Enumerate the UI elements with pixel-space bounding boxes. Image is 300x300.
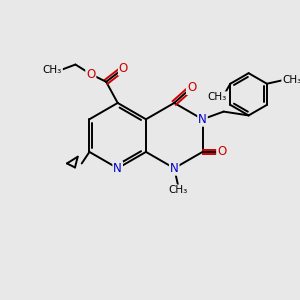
Text: O: O xyxy=(187,81,196,94)
Text: O: O xyxy=(119,62,128,75)
Text: N: N xyxy=(113,162,122,175)
Text: N: N xyxy=(170,162,178,175)
Text: O: O xyxy=(86,68,95,81)
Text: N: N xyxy=(198,113,207,126)
Text: CH₃: CH₃ xyxy=(169,185,188,195)
Text: CH₃: CH₃ xyxy=(282,75,300,85)
Text: CH₃: CH₃ xyxy=(207,92,226,102)
Text: CH₃: CH₃ xyxy=(43,65,62,75)
Text: O: O xyxy=(217,146,226,158)
